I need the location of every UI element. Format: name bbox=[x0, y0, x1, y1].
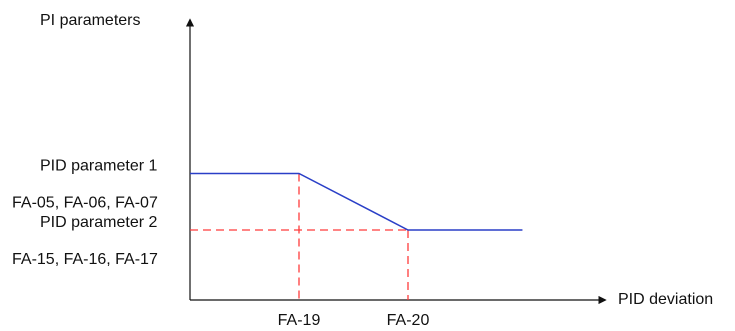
y-level-codes-1: FA-05, FA-06, FA-07 bbox=[12, 195, 158, 212]
x-tick-label-2: FA-20 bbox=[387, 312, 430, 329]
guide-lines bbox=[190, 173, 409, 300]
x-tick-label-1: FA-19 bbox=[278, 312, 321, 329]
y-level-labels: PID parameter 1 FA-05, FA-06, FA-07 PID pa… bbox=[12, 158, 158, 269]
y-axis-title: PI parameters bbox=[40, 12, 140, 29]
x-axis-title: PID deviation bbox=[618, 291, 713, 308]
y-level-codes-2: FA-15, FA-16, FA-17 bbox=[12, 251, 158, 268]
series-line bbox=[190, 172, 523, 231]
x-tick-labels: FA-19 FA-20 bbox=[278, 312, 430, 329]
y-level-label-2: PID parameter 2 bbox=[40, 214, 157, 231]
y-level-label-1: PID parameter 1 bbox=[40, 158, 157, 175]
